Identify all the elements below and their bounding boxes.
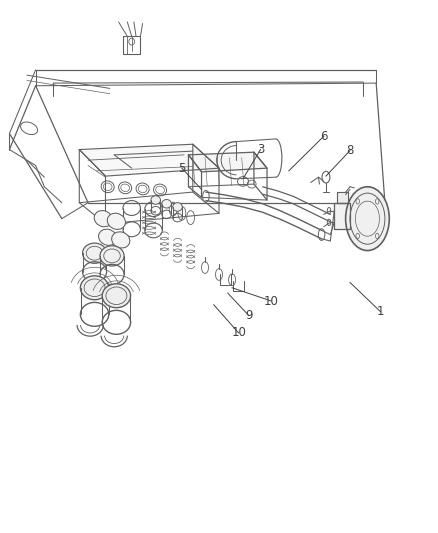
Polygon shape [334, 203, 350, 229]
Text: 1: 1 [377, 305, 384, 318]
Text: 3: 3 [257, 143, 264, 156]
Ellipse shape [102, 284, 131, 308]
Ellipse shape [151, 196, 160, 204]
Text: 9: 9 [245, 309, 252, 322]
Text: 8: 8 [346, 144, 353, 157]
Text: 10: 10 [231, 326, 246, 340]
Text: 5: 5 [178, 161, 186, 175]
Ellipse shape [94, 211, 113, 227]
Ellipse shape [107, 213, 126, 229]
Ellipse shape [112, 232, 130, 248]
Ellipse shape [100, 246, 124, 266]
Text: 10: 10 [264, 295, 279, 308]
Polygon shape [79, 144, 219, 176]
Polygon shape [188, 152, 267, 172]
Ellipse shape [82, 243, 106, 263]
Ellipse shape [99, 229, 117, 245]
Text: 6: 6 [320, 130, 328, 143]
Polygon shape [337, 192, 348, 203]
Ellipse shape [81, 276, 109, 300]
Ellipse shape [173, 203, 182, 211]
Ellipse shape [346, 187, 389, 251]
Ellipse shape [162, 199, 171, 208]
